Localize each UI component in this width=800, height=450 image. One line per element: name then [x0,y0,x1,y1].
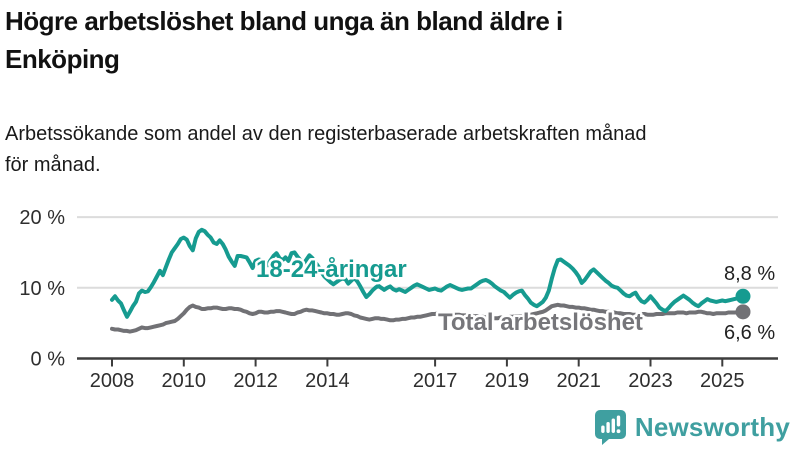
x-tick-label: 2014 [305,370,350,392]
series-end-dot-youth [735,288,751,304]
x-tick-label: 2025 [700,370,745,392]
x-tick-label: 2008 [90,370,135,392]
chart-subtitle: Arbetssökande som andel av den registerb… [5,123,647,176]
x-tick-label: 2010 [162,370,207,392]
newsworthy-logo: Newsworthy [594,410,790,445]
newsworthy-bubble-chart-icon [594,410,626,445]
x-tick-label: 2023 [628,370,673,392]
y-tick-label: 10 % [19,278,65,300]
end-value-label-youth: 8,8 % [724,263,775,285]
x-tick-label: 2021 [556,370,601,392]
x-tick-label: 2012 [233,370,278,392]
series-label-youth: 18-24-åringar [256,256,407,283]
y-tick-label: 20 % [19,207,65,229]
series-end-dot-total [735,304,751,320]
x-tick-label: 2019 [485,370,530,392]
end-value-label-total: 6,6 % [724,322,775,344]
x-tick-label: 2017 [413,370,458,392]
brand-wordmark: Newsworthy [634,412,790,442]
series-label-total: Total arbetslöshet [438,309,643,336]
y-tick-label: 0 % [31,349,66,371]
chart-header: Högre arbetslöshet bland unga än bland ä… [5,2,795,78]
series-line-youth [110,227,746,319]
chart-title: Högre arbetslöshet bland unga än bland ä… [5,6,563,74]
series-line-total [110,302,746,334]
